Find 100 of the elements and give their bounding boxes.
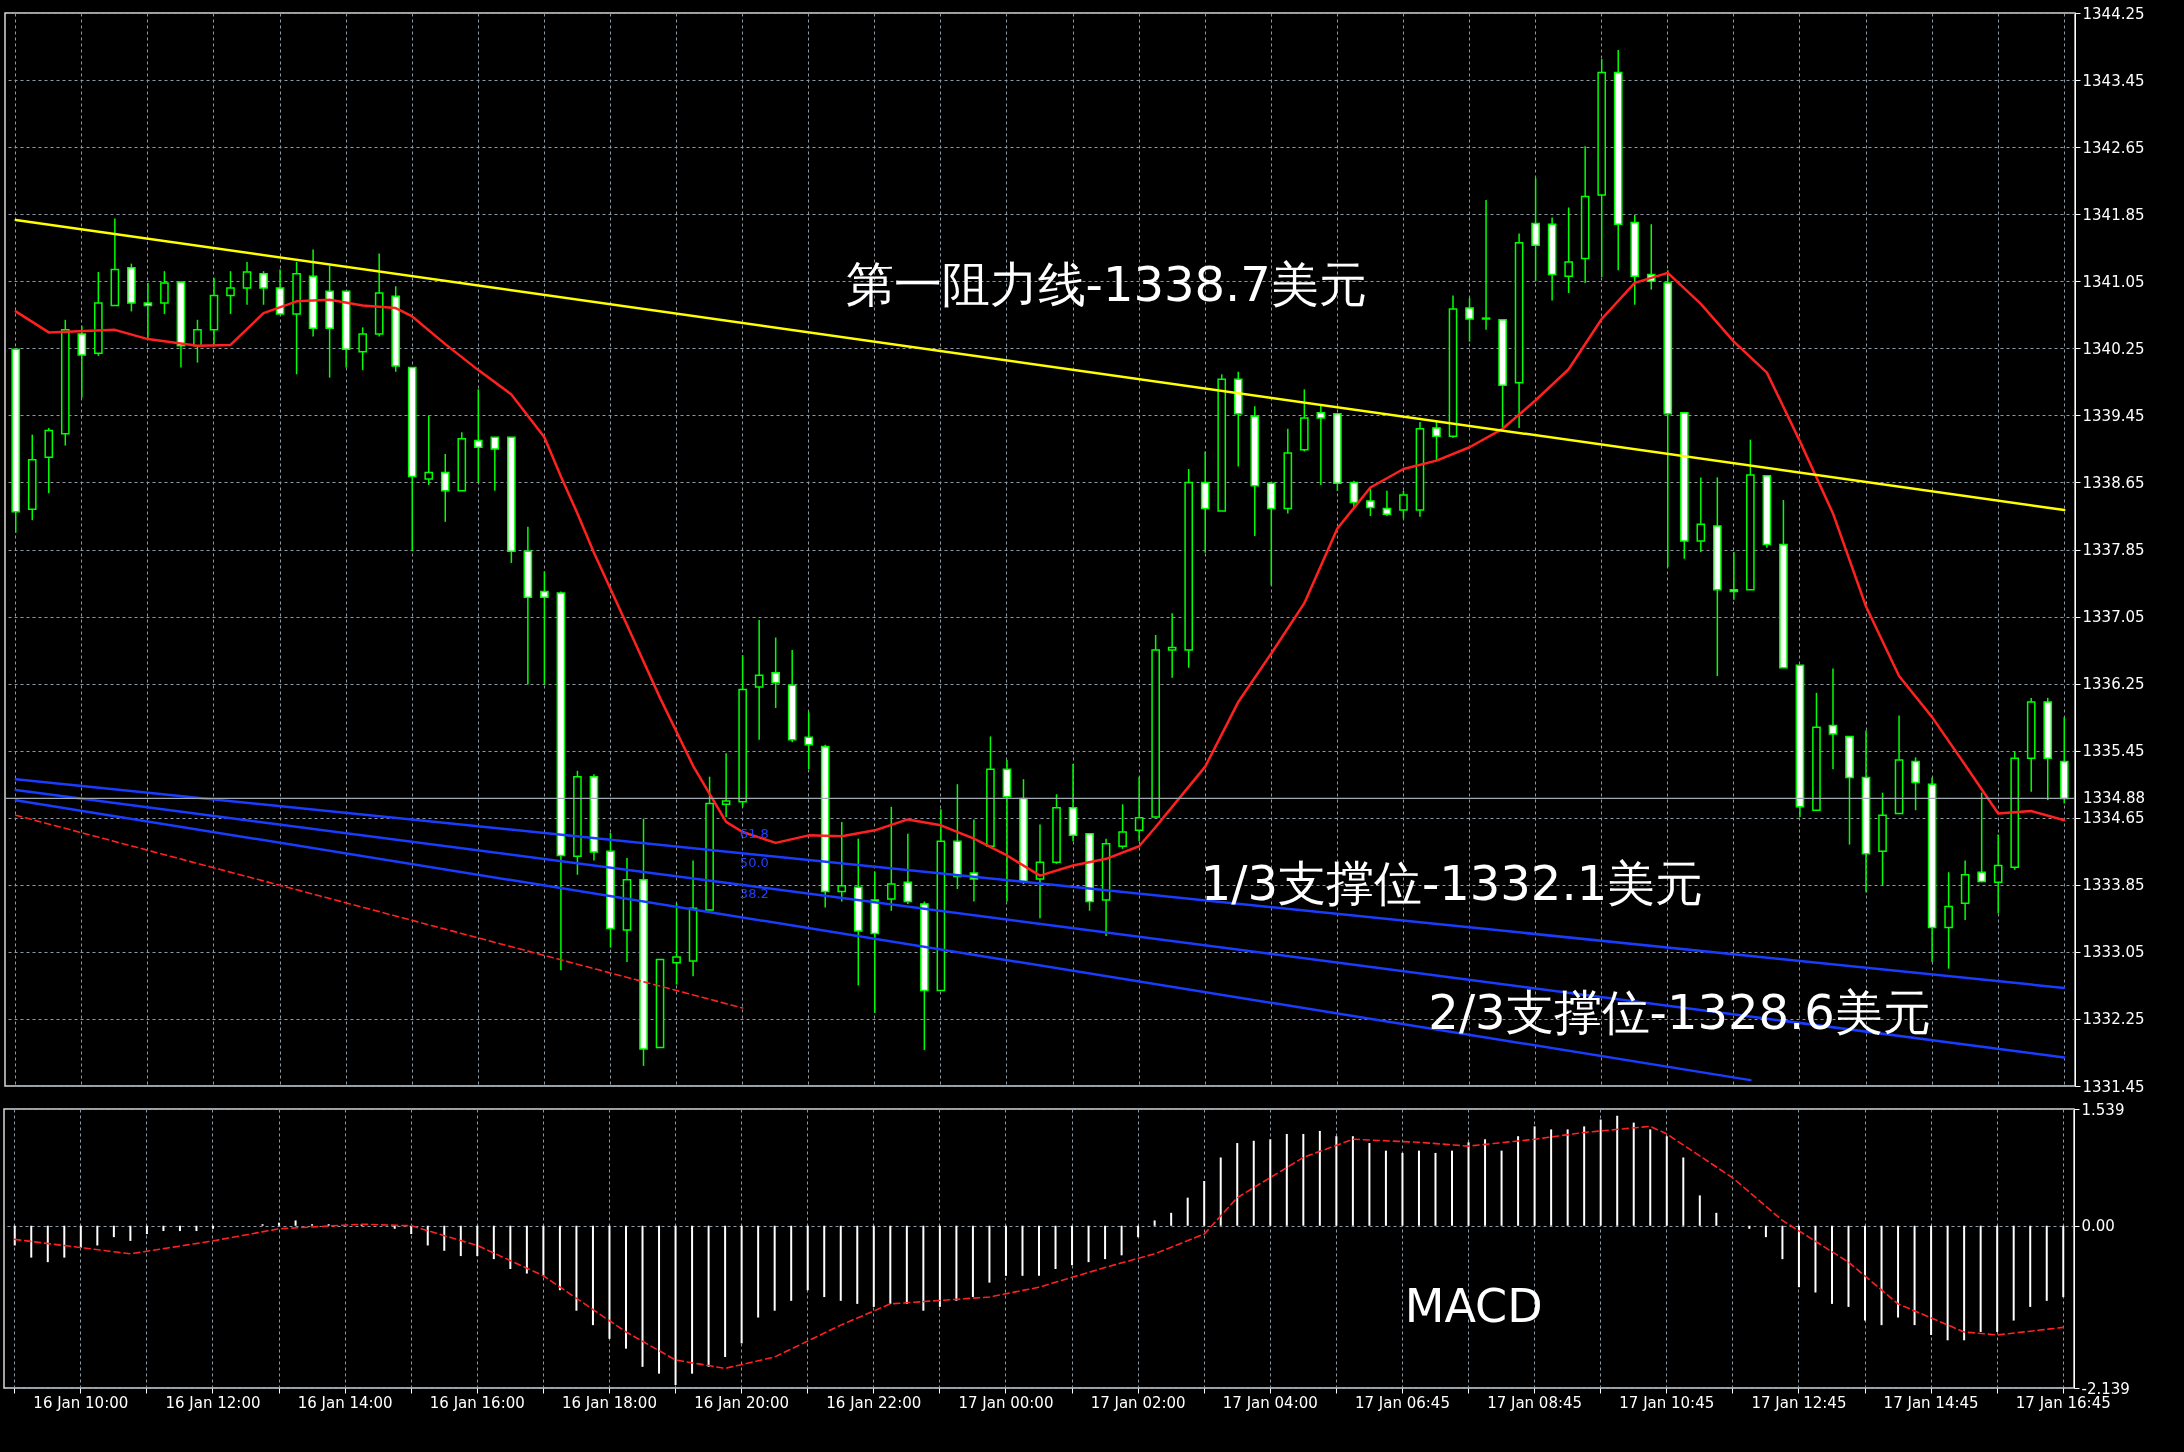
y-tick-label: 1344.25 [2082,4,2145,23]
candlestick [1134,775,1144,842]
bar [641,1225,644,1367]
bar [2062,1225,2065,1298]
bar [922,1225,925,1311]
x-tick-label: 16 Jan 16:00 [429,1393,525,1412]
bar [1236,1143,1239,1226]
bar [608,1225,611,1339]
bar [1583,1126,1586,1226]
y-tick-label: 1343.45 [2082,71,2145,90]
bar [1417,1150,1420,1226]
y-tick-label: 1334.65 [2082,809,2145,828]
x-tick-label: 17 Jan 16:45 [2015,1393,2111,1412]
bar [1038,1225,1040,1276]
bar [2045,1225,2048,1301]
candlestick [424,414,434,486]
bar [1566,1129,1569,1226]
candlestick [226,270,235,315]
bar [1830,1225,1833,1304]
x-tick-label: 17 Jan 08:45 [1487,1393,1583,1412]
y-tick-label: 1338.65 [2082,473,2145,492]
bar [1781,1225,1784,1260]
candlestick [1944,871,1953,970]
annotation: 38.2 [739,885,769,901]
bar [294,1220,297,1226]
bar [740,1225,743,1344]
candlestick [1432,419,1441,462]
bar [63,1225,66,1258]
bar [443,1225,446,1251]
candlestick [1729,551,1739,601]
bar [145,1225,148,1235]
bar [1797,1225,1800,1288]
bar [542,1225,545,1276]
annotation: 50.0 [739,854,769,870]
candlestick [1531,177,1540,282]
bar [1434,1152,1437,1226]
bar [1500,1150,1503,1226]
bar [1533,1126,1536,1226]
bar [1335,1136,1338,1226]
y-tick-label: 1.539 [2081,1100,2125,1119]
bar [1021,1225,1024,1276]
bar [707,1225,710,1367]
candlestick [903,832,913,905]
bar [393,1225,396,1229]
bar [2029,1225,2032,1307]
bar [1219,1157,1222,1226]
bar [1665,1136,1668,1226]
candlestick [1366,487,1375,517]
bar [575,1225,578,1311]
y-tick-label: 1332.25 [2082,1010,2145,1029]
bar [1054,1225,1057,1269]
candlestick [490,436,500,492]
bar [79,1225,82,1248]
candlestick [259,270,268,306]
bar [1946,1225,1949,1341]
bar [1814,1225,1817,1293]
candlestick [1118,803,1127,850]
bar [591,1225,594,1326]
bar [426,1225,429,1246]
bar [1599,1119,1602,1226]
bar [1632,1122,1635,1226]
x-tick-label: 17 Jan 12:45 [1751,1393,1847,1412]
bar [1451,1150,1454,1226]
candlestick [242,261,252,306]
bar [1203,1180,1206,1226]
candlestick [143,282,153,340]
bar [1698,1195,1701,1226]
bar [1517,1136,1520,1226]
bar [1847,1225,1850,1307]
bar [1682,1157,1685,1226]
bar [1368,1143,1371,1226]
candlestick [1911,756,1920,811]
ref-line-label: 1334.88 [2083,789,2146,808]
bar [1170,1212,1173,1226]
bar [278,1222,281,1226]
bar [1649,1129,1652,1226]
bar [1996,1225,1999,1332]
bar [1467,1142,1470,1226]
candlestick [1382,490,1392,517]
bar [724,1225,727,1357]
x-tick-label: 17 Jan 00:00 [958,1393,1054,1412]
bar [872,1225,875,1307]
bar [525,1225,528,1274]
x-tick-label: 17 Jan 04:00 [1222,1393,1318,1412]
bar [1764,1225,1767,1238]
y-tick-label: 1333.05 [2082,943,2145,962]
candlestick [672,902,681,986]
bar [178,1225,181,1232]
bar [13,1225,16,1246]
y-tick-label: 1341.05 [2082,272,2145,291]
y-tick-label: 1335.45 [2082,742,2145,761]
candlestick [77,324,87,399]
candlestick [1564,206,1573,294]
bar [856,1225,859,1304]
bar [509,1225,512,1269]
bar [1963,1225,1966,1341]
candlestick [193,319,202,364]
bar [790,1225,793,1301]
candlestick [440,453,450,523]
bar [195,1225,198,1232]
